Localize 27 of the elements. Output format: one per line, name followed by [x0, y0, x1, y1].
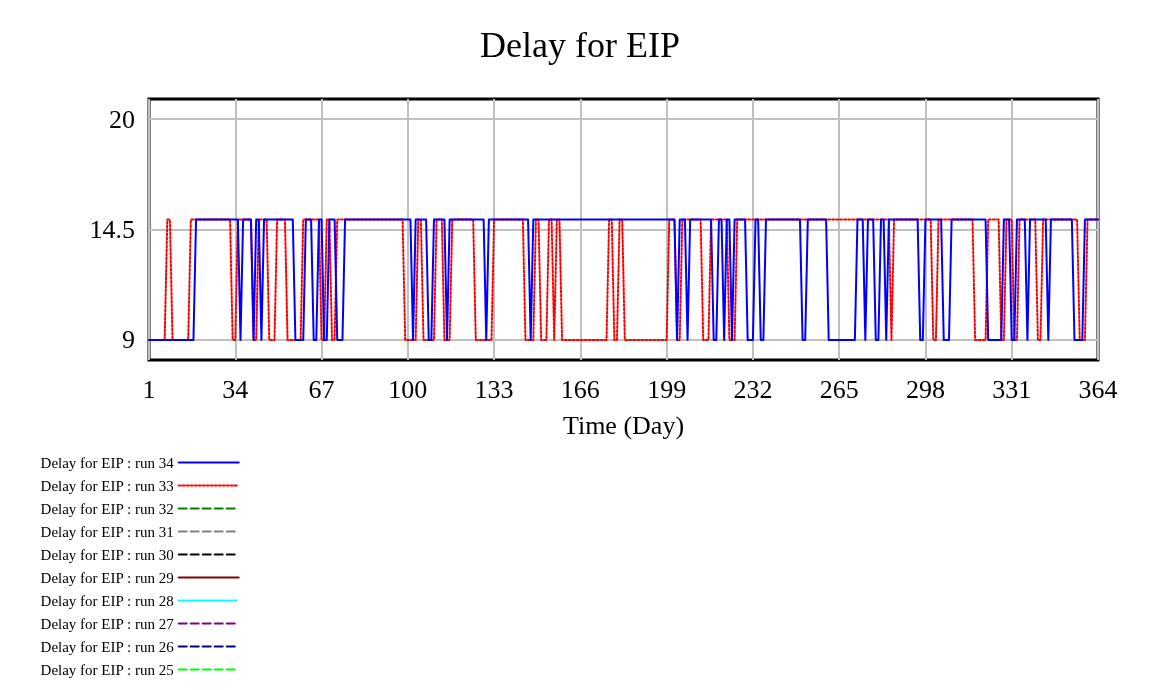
legend-label: Delay for EIP : run 31: [40, 523, 174, 540]
x-tick-label: 67: [308, 374, 335, 404]
x-tick-label: 1: [142, 374, 156, 404]
x-tick-label: 34: [222, 374, 249, 404]
y-tick-label: 9: [122, 325, 135, 355]
x-axis-title: Time (Day): [562, 410, 685, 440]
legend-label: Delay for EIP : run 26: [40, 638, 175, 655]
x-tick-label: 199: [647, 374, 687, 404]
y-tick-label: 14.5: [89, 215, 135, 244]
x-tick-label: 364: [1078, 374, 1118, 404]
legend-label: Delay for EIP : run 29: [40, 569, 174, 586]
legend-label: Delay for EIP : run 33: [40, 477, 174, 494]
x-tick-label: 265: [819, 374, 859, 404]
legend-label: Delay for EIP : run 30: [40, 546, 174, 563]
x-tick-label: 166: [560, 374, 600, 404]
x-tick-label: 100: [388, 374, 428, 404]
x-tick-label: 133: [474, 374, 514, 404]
x-tick-label: 298: [905, 374, 945, 404]
x-tick-label: 232: [733, 374, 773, 404]
y-tick-label: 20: [109, 104, 135, 134]
chart-title: Delay for EIP: [480, 25, 680, 65]
legend-label: Delay for EIP : run 32: [40, 500, 174, 517]
legend-label: Delay for EIP : run 25: [40, 661, 174, 678]
legend-label: Delay for EIP : run 28: [40, 592, 174, 609]
legend-label: Delay for EIP : run 34: [40, 454, 175, 471]
legend-label: Delay for EIP : run 27: [40, 615, 175, 632]
x-tick-label: 331: [992, 374, 1032, 404]
